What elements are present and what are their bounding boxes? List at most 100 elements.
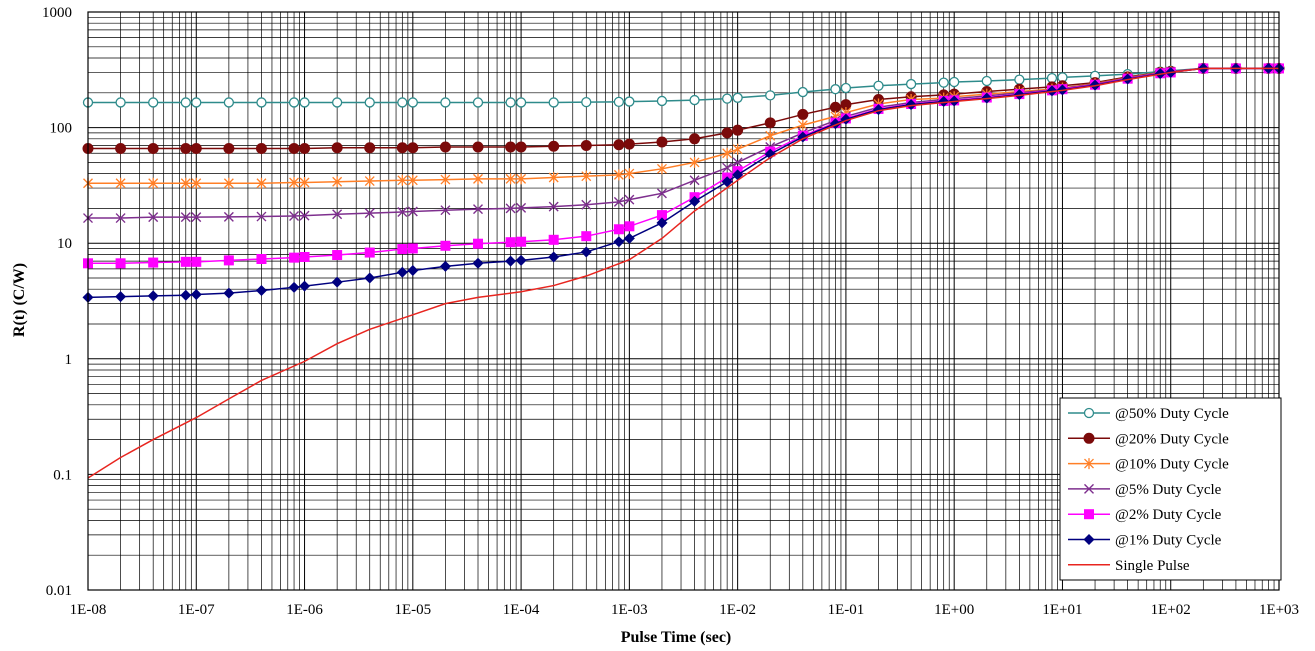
data-point-50-duty-cycle bbox=[830, 84, 841, 95]
data-point-2-duty-cycle bbox=[581, 231, 592, 242]
x-tick-label: 1E-03 bbox=[611, 602, 648, 618]
data-point-2-duty-cycle bbox=[180, 256, 191, 267]
data-point-1-duty-cycle bbox=[407, 265, 419, 277]
data-point-10-duty-cycle bbox=[299, 177, 310, 189]
data-point-2-duty-cycle bbox=[656, 210, 667, 221]
data-point-2-duty-cycle bbox=[289, 252, 300, 263]
data-point-50-duty-cycle bbox=[505, 97, 516, 108]
data-point-50-duty-cycle bbox=[797, 86, 808, 98]
data-point-2-duty-cycle bbox=[191, 256, 202, 267]
legend-label-2-duty-cycle: @2% Duty Cycle bbox=[1115, 507, 1222, 523]
data-point-50-duty-cycle bbox=[191, 97, 202, 108]
data-point-5-duty-cycle bbox=[180, 212, 191, 223]
data-point-10-duty-cycle bbox=[722, 147, 733, 159]
data-point-1-duty-cycle bbox=[180, 289, 192, 301]
data-point-5-duty-cycle bbox=[581, 199, 592, 210]
data-point-5-duty-cycle bbox=[289, 210, 300, 221]
data-point-10-duty-cycle bbox=[256, 177, 267, 189]
legend-label-single-pulse: Single Pulse bbox=[1115, 558, 1190, 574]
data-point-50-duty-cycle bbox=[180, 97, 191, 108]
data-point-10-duty-cycle bbox=[148, 177, 159, 189]
data-point-50-duty-cycle bbox=[949, 76, 960, 88]
series-line-single-pulse bbox=[87, 67, 1279, 479]
data-point-20-duty-cycle bbox=[732, 124, 744, 136]
data-point-50-duty-cycle bbox=[905, 78, 917, 90]
data-point-10-duty-cycle bbox=[732, 143, 743, 155]
gridlines bbox=[87, 12, 1279, 591]
y-tick-label: 1000 bbox=[42, 5, 72, 21]
data-point-50-duty-cycle bbox=[981, 75, 992, 87]
data-point-1-duty-cycle bbox=[115, 291, 127, 303]
data-point-10-duty-cycle bbox=[656, 163, 667, 175]
data-point-2-duty-cycle bbox=[613, 224, 624, 235]
data-point-2-duty-cycle bbox=[364, 247, 375, 258]
data-point-50-duty-cycle bbox=[397, 97, 408, 108]
data-point-1-duty-cycle bbox=[147, 290, 159, 302]
data-point-1-duty-cycle bbox=[548, 251, 560, 263]
data-point-20-duty-cycle bbox=[115, 142, 127, 154]
data-point-1-duty-cycle bbox=[331, 276, 343, 288]
data-point-10-duty-cycle bbox=[440, 174, 451, 186]
data-point-10-duty-cycle bbox=[180, 177, 191, 189]
data-point-1-duty-cycle bbox=[905, 99, 917, 111]
x-tick-label: 1E-07 bbox=[178, 602, 215, 618]
data-point-50-duty-cycle bbox=[840, 82, 852, 94]
data-point-20-duty-cycle bbox=[656, 136, 668, 148]
data-point-20-duty-cycle bbox=[472, 141, 484, 153]
data-point-5-duty-cycle bbox=[689, 175, 700, 186]
y-tick-label: 0.1 bbox=[53, 467, 72, 483]
data-point-10-duty-cycle bbox=[624, 168, 635, 180]
data-point-10-duty-cycle bbox=[115, 177, 126, 189]
data-point-10-duty-cycle bbox=[797, 119, 808, 131]
data-point-20-duty-cycle bbox=[797, 108, 809, 120]
data-point-1-duty-cycle bbox=[396, 266, 408, 278]
legend-marker-10-duty-cycle bbox=[1084, 458, 1094, 470]
data-point-10-duty-cycle bbox=[516, 173, 527, 185]
x-tick-label: 1E-05 bbox=[394, 602, 431, 618]
data-point-2-duty-cycle bbox=[115, 258, 126, 269]
data-point-10-duty-cycle bbox=[473, 173, 483, 185]
data-point-20-duty-cycle bbox=[764, 117, 776, 129]
data-point-2-duty-cycle bbox=[440, 240, 451, 251]
data-point-5-duty-cycle bbox=[397, 207, 408, 218]
legend-marker-20-duty-cycle bbox=[1083, 432, 1095, 444]
data-point-10-duty-cycle bbox=[548, 172, 559, 184]
data-point-2-duty-cycle bbox=[516, 236, 527, 247]
data-point-1-duty-cycle bbox=[656, 217, 668, 229]
data-point-1-duty-cycle bbox=[190, 288, 202, 300]
data-point-10-duty-cycle bbox=[505, 173, 516, 185]
data-point-1-duty-cycle bbox=[829, 118, 841, 130]
data-point-20-duty-cycle bbox=[255, 142, 267, 154]
data-point-5-duty-cycle bbox=[548, 201, 559, 212]
data-point-20-duty-cycle bbox=[613, 139, 625, 151]
x-tick-label: 1E+03 bbox=[1259, 602, 1299, 618]
data-point-2-duty-cycle bbox=[256, 253, 267, 264]
legend-marker-50-duty-cycle bbox=[1083, 407, 1095, 419]
data-point-10-duty-cycle bbox=[765, 130, 776, 142]
series-2-duty-cycle bbox=[83, 63, 1284, 269]
x-tick-label: 1E-01 bbox=[828, 602, 865, 618]
x-axis-ticks: 1E-08 1E-07 1E-06 1E-05 1E-04 1E-03 1E-02 1E-01… bbox=[70, 602, 1299, 618]
y-axis-ticks: 0.01 0.1 1 10 100 1000 bbox=[42, 5, 72, 599]
data-point-20-duty-cycle bbox=[580, 140, 592, 152]
data-point-5-duty-cycle bbox=[722, 162, 733, 173]
data-point-50-duty-cycle bbox=[223, 97, 235, 108]
data-point-10-duty-cycle bbox=[613, 169, 624, 181]
data-point-20-duty-cycle bbox=[396, 142, 408, 154]
x-axis-title: Pulse Time (sec) bbox=[621, 629, 732, 646]
data-point-1-duty-cycle bbox=[299, 280, 311, 292]
data-point-5-duty-cycle bbox=[473, 204, 483, 215]
x-tick-label: 1E-02 bbox=[719, 602, 756, 618]
data-point-1-duty-cycle bbox=[623, 232, 635, 244]
data-point-1-duty-cycle bbox=[938, 96, 950, 108]
data-point-20-duty-cycle bbox=[223, 142, 235, 154]
data-point-1-duty-cycle bbox=[439, 260, 451, 272]
legend-marker-5-duty-cycle bbox=[1084, 483, 1094, 494]
data-point-20-duty-cycle bbox=[299, 142, 311, 154]
data-point-5-duty-cycle bbox=[516, 202, 527, 213]
data-point-5-duty-cycle bbox=[624, 194, 635, 205]
data-point-1-duty-cycle bbox=[580, 246, 592, 258]
series-50-duty-cycle bbox=[82, 63, 1285, 108]
data-point-5-duty-cycle bbox=[256, 211, 267, 222]
x-tick-label: 1E-08 bbox=[70, 602, 107, 618]
